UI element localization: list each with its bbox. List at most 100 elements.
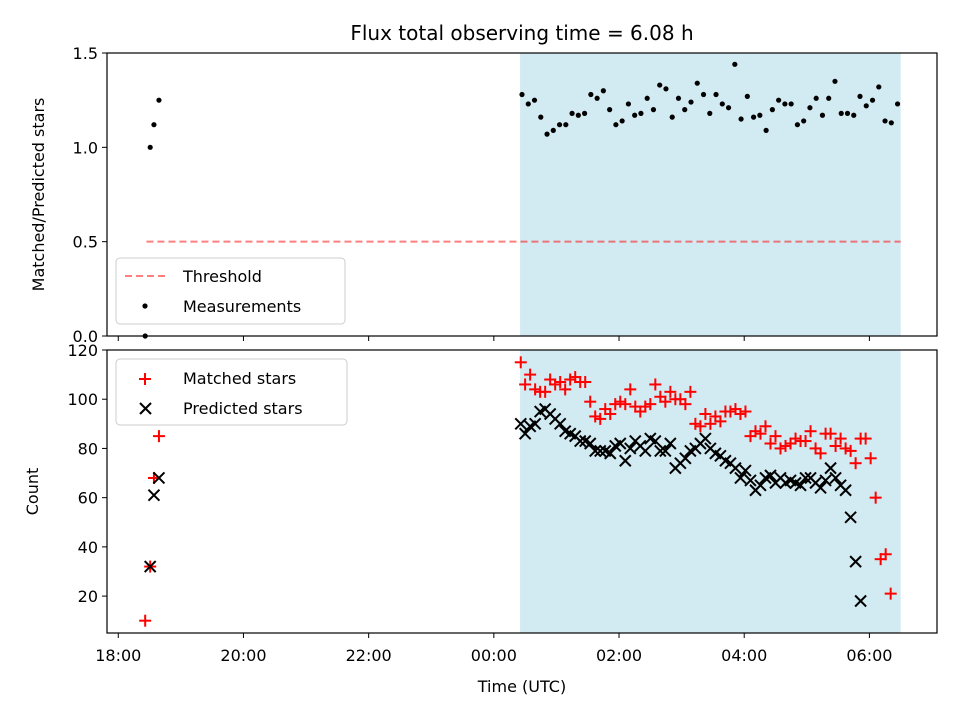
predicted-star-point bbox=[844, 511, 857, 524]
y-tick-label: 0.0 bbox=[73, 327, 98, 346]
predicted-star-point bbox=[814, 481, 827, 495]
matched-star-point bbox=[749, 425, 762, 438]
matched-legend-label: Matched stars bbox=[183, 369, 296, 388]
measurement-point bbox=[657, 82, 663, 88]
matched-star-point bbox=[559, 383, 572, 396]
predicted-star-point bbox=[553, 417, 567, 431]
measurement-point bbox=[575, 112, 581, 118]
measurement-point bbox=[832, 78, 838, 84]
predicted-star-point bbox=[649, 434, 662, 448]
predicted-star-point bbox=[664, 437, 677, 450]
top-shaded-span bbox=[520, 53, 901, 336]
matched-star-point bbox=[664, 385, 677, 398]
measurement-point bbox=[556, 122, 563, 128]
bottom-axes-frame bbox=[106, 349, 938, 634]
predicted-star-point bbox=[839, 484, 852, 497]
measurement-point bbox=[613, 122, 619, 128]
matched-star-point bbox=[679, 398, 692, 411]
measurement-point bbox=[851, 112, 857, 118]
predicted-star-point bbox=[764, 469, 777, 482]
matched-star-point bbox=[524, 368, 537, 381]
measurement-point bbox=[700, 91, 707, 98]
x-tick-label: 06:00 bbox=[846, 646, 892, 665]
matched-star-point bbox=[649, 378, 662, 391]
top-legend: Threshold Measurements bbox=[115, 257, 346, 325]
top-y-axis-label: Matched/Predicted stars bbox=[29, 98, 48, 292]
predicted-star-point bbox=[528, 417, 542, 431]
matched-star-point bbox=[689, 417, 702, 430]
measurement-point bbox=[151, 122, 157, 128]
predicted-star-point bbox=[854, 594, 867, 608]
matched-star-point bbox=[619, 398, 632, 411]
predicted-star-point bbox=[739, 464, 752, 477]
measurement-point bbox=[607, 107, 613, 113]
matched-star-point bbox=[769, 430, 782, 443]
y-tick-label: 120 bbox=[67, 341, 98, 360]
matched-star-point bbox=[879, 548, 892, 561]
matched-star-point bbox=[539, 385, 552, 398]
measurement-point bbox=[663, 86, 669, 92]
matched-star-point bbox=[564, 373, 577, 386]
measurement-point bbox=[544, 131, 550, 137]
threshold-legend-label: Threshold bbox=[182, 267, 262, 286]
measurement-point bbox=[732, 61, 738, 67]
matched-star-point bbox=[694, 420, 707, 433]
matched-star-point bbox=[584, 395, 597, 408]
top-axes-frame bbox=[106, 52, 938, 337]
matched-star-point bbox=[724, 405, 737, 418]
matched-star-point bbox=[594, 412, 607, 425]
predicted-star-point bbox=[639, 444, 652, 458]
bottom-shaded-span bbox=[520, 350, 901, 633]
matched-star-point bbox=[549, 378, 562, 391]
measurement-point bbox=[863, 103, 869, 109]
measurement-point bbox=[563, 122, 569, 128]
predicted-star-point bbox=[799, 471, 812, 485]
measurement-point bbox=[838, 110, 844, 116]
measurement-point bbox=[813, 95, 819, 101]
predicted-star-point bbox=[819, 474, 832, 487]
measurement-point bbox=[844, 110, 851, 116]
x-tick-label: 02:00 bbox=[596, 646, 642, 665]
predicted-star-point bbox=[699, 432, 712, 445]
matched-star-point bbox=[779, 439, 792, 452]
matched-star-point bbox=[152, 430, 165, 443]
y-tick-label: 1.0 bbox=[73, 138, 98, 157]
predicted-star-point bbox=[734, 471, 747, 485]
matched-star-point bbox=[884, 587, 897, 600]
measurement-point bbox=[669, 114, 675, 120]
matched-star-point bbox=[754, 427, 767, 440]
measurement-point bbox=[694, 80, 700, 86]
predicted-star-point bbox=[794, 479, 807, 492]
predicted-star-point bbox=[679, 452, 692, 465]
matched-star-point bbox=[554, 375, 567, 388]
predicted-star-point bbox=[744, 474, 757, 487]
predicted-star-point bbox=[594, 444, 607, 458]
x-tick-label: 00:00 bbox=[471, 646, 517, 665]
bottom-y-axis-label: Count bbox=[23, 468, 42, 516]
predicted-star-point bbox=[654, 444, 667, 458]
matched-star-point bbox=[869, 491, 882, 504]
y-tick-label: 80 bbox=[78, 439, 98, 458]
measurement-point bbox=[688, 99, 694, 105]
measurement-point bbox=[519, 91, 525, 98]
measurement-point bbox=[744, 93, 750, 99]
matched-star-point bbox=[604, 407, 617, 420]
predicted-star-point bbox=[619, 454, 632, 467]
matched-star-point bbox=[684, 385, 697, 398]
measurement-point bbox=[869, 97, 876, 103]
measurement-point bbox=[550, 127, 556, 133]
measurement-point bbox=[156, 97, 162, 103]
predicted-star-point bbox=[824, 461, 837, 475]
x-tick-label: 04:00 bbox=[721, 646, 767, 665]
matched-star-point bbox=[839, 442, 852, 455]
measurement-point bbox=[757, 112, 763, 118]
measurement-point bbox=[876, 84, 882, 90]
predicted-legend-label: Predicted stars bbox=[183, 399, 303, 418]
measurement-point bbox=[882, 118, 888, 124]
measurement-point bbox=[682, 107, 688, 113]
matched-star-point bbox=[864, 452, 877, 465]
measurements-legend-label: Measurements bbox=[183, 297, 301, 316]
predicted-star-point bbox=[584, 437, 597, 450]
matched-star-point bbox=[799, 435, 812, 448]
